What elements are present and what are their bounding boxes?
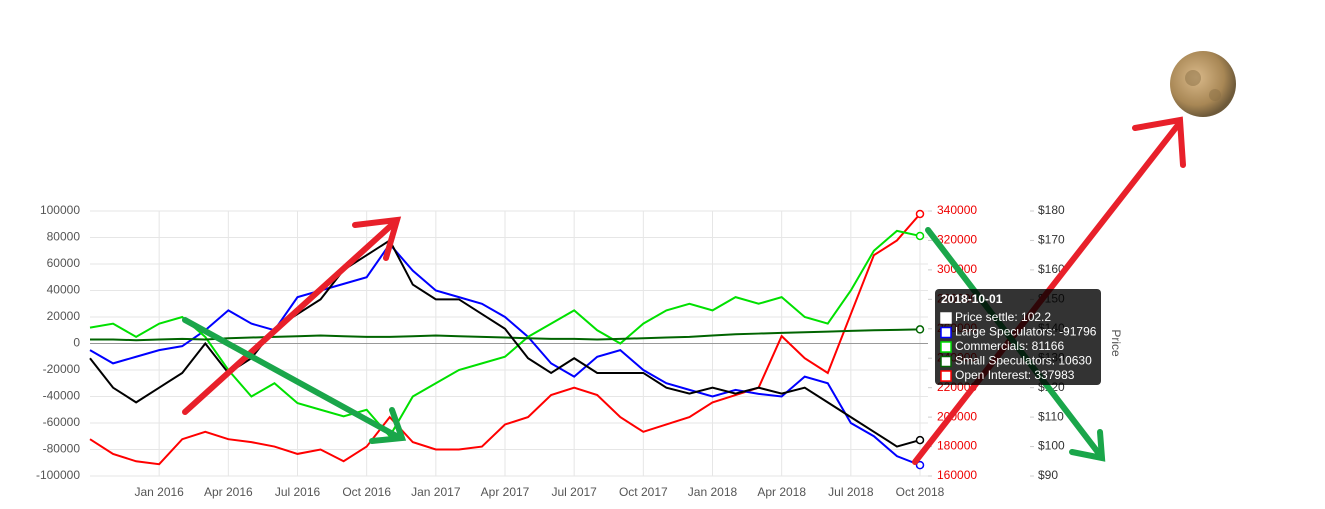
y2-tick-label: 320000 (937, 233, 977, 247)
x-tick-label: Apr 2016 (204, 485, 253, 499)
y2-tick-label: 340000 (937, 203, 977, 217)
x-tick-label: Jan 2017 (411, 485, 461, 499)
end-point (915, 209, 925, 219)
tooltip-title: 2018-10-01 (941, 292, 1003, 306)
tooltip-swatch (940, 312, 952, 324)
end-point (915, 460, 925, 470)
y-tick-label: 100000 (40, 203, 80, 217)
x-tick-label: Apr 2017 (481, 485, 530, 499)
annotations (182, 51, 1236, 465)
y-tick-label: -40000 (43, 389, 81, 403)
series-line (89, 242, 921, 467)
end-point (915, 435, 925, 445)
y-tick-label: 0 (73, 336, 80, 350)
y3-tick-label: $160 (1038, 262, 1065, 276)
y3-tick-label: $100 (1038, 439, 1065, 453)
y2-tick-label: 160000 (937, 468, 977, 482)
tooltip-item: Open Interest: 337983 (955, 368, 1075, 382)
y-tick-label: 80000 (47, 230, 81, 244)
series-line (90, 328, 921, 342)
tooltip-item: Large Speculators: -91796 (955, 325, 1097, 339)
x-tick-label: Oct 2018 (896, 485, 945, 499)
tooltip-swatch (940, 355, 952, 368)
y3-axis-title: Price (1109, 329, 1123, 357)
tooltip-item: Price settle: 102.2 (955, 310, 1051, 324)
y3-tick-label: $90 (1038, 468, 1058, 482)
x-tick-label: Jul 2016 (275, 485, 321, 499)
x-tick-label: Oct 2016 (342, 485, 391, 499)
moon (1170, 51, 1236, 117)
y3-tick-label: $180 (1038, 203, 1065, 217)
y-tick-label: 20000 (47, 309, 81, 323)
y-tick-label: -20000 (43, 362, 81, 376)
tooltip-swatch (940, 341, 952, 353)
x-tick-label: Oct 2017 (619, 485, 668, 499)
x-tick-label: Apr 2018 (757, 485, 806, 499)
tooltip-item: Commercials: 81166 (955, 339, 1064, 353)
end-point (915, 231, 925, 241)
tooltip-swatch (940, 326, 952, 339)
x-tick-label: Jul 2017 (551, 485, 597, 499)
moon-crater (1185, 70, 1201, 86)
end-point (915, 325, 925, 334)
y3-tick-label: $170 (1038, 233, 1065, 247)
y3-tick-label: $110 (1038, 409, 1064, 423)
x-tick-label: Jul 2018 (828, 485, 874, 499)
y-tick-label: -100000 (36, 468, 80, 482)
y-tick-label: -80000 (43, 442, 81, 456)
y2-tick-label: 180000 (937, 439, 977, 453)
y-tick-label: 60000 (47, 256, 81, 270)
x-tick-label: Jan 2018 (688, 485, 738, 499)
y-tick-label: 40000 (47, 283, 81, 297)
y-tick-label: -60000 (43, 415, 81, 429)
tooltip-item: Small Speculators: 10630 (955, 354, 1092, 368)
tooltip-box (935, 289, 1101, 385)
x-tick-label: Jan 2016 (134, 485, 184, 499)
moon-crater (1209, 89, 1221, 101)
tooltip-swatch (940, 370, 952, 382)
series-line (89, 213, 921, 466)
